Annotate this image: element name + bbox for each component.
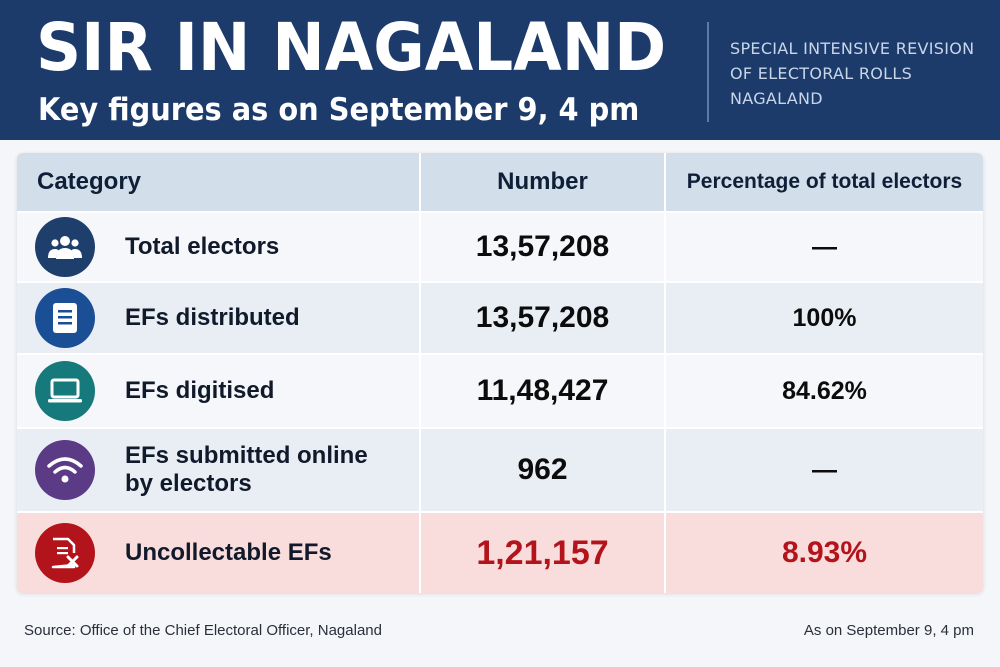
row-category-label: Total electors	[125, 233, 280, 260]
row-category-label: EFs submitted online by electors	[125, 442, 368, 497]
table-row-efs-distributed: EFs distributed 13,57,208 100%	[17, 281, 983, 353]
row-number-value: 1,21,157	[476, 533, 609, 572]
row-number-value: 13,57,208	[475, 230, 610, 263]
document-cross-icon	[35, 523, 95, 583]
row-number-value: 13,57,208	[475, 301, 610, 334]
row-percentage-value: —	[812, 455, 837, 484]
page-subtitle: Key figures as on September 9, 4 pm	[38, 92, 640, 128]
column-header-number: Number	[419, 153, 664, 211]
header-tagline: SPECIAL INTENSIVE REVISION OF ELECTORAL …	[730, 36, 990, 111]
figures-table: Category Number Percentage of total elec…	[17, 153, 983, 593]
row-percentage-value: 100%	[792, 303, 857, 332]
row-category-label: Uncollectable EFs	[125, 539, 332, 566]
tagline-line-2: OF ELECTORAL ROLLS	[730, 64, 913, 83]
tagline-line-3: NAGALAND	[730, 89, 823, 108]
document-icon	[35, 288, 95, 348]
header-banner: SIR IN NAGALAND Key figures as on Septem…	[0, 0, 1000, 140]
row-percentage-value: —	[812, 232, 837, 261]
column-header-category: Category	[37, 168, 142, 195]
table-row-efs-submitted-online: EFs submitted online by electors 962 —	[17, 427, 983, 511]
table-row-efs-digitised: EFs digitised 11,48,427 84.62%	[17, 353, 983, 427]
table-row-uncollectable-efs: Uncollectable EFs 1,21,157 8.93%	[17, 511, 983, 593]
source-note: Source: Office of the Chief Electoral Of…	[24, 622, 382, 639]
wifi-icon	[35, 440, 95, 500]
row-category-label: EFs distributed	[125, 304, 300, 331]
table-header-row: Category Number Percentage of total elec…	[17, 153, 983, 211]
row-percentage-value: 8.93%	[781, 536, 868, 569]
row-number-value: 11,48,427	[476, 374, 609, 407]
table-row-total-electors: Total electors 13,57,208 —	[17, 211, 983, 281]
row-percentage-value: 84.62%	[782, 376, 867, 405]
tagline-line-1: SPECIAL INTENSIVE REVISION	[730, 39, 975, 58]
page-title: SIR IN NAGALAND	[36, 9, 667, 86]
people-icon	[35, 217, 95, 277]
as-on-note: As on September 9, 4 pm	[803, 622, 974, 639]
row-number-value: 962	[517, 453, 568, 486]
column-header-percentage: Percentage of total electors	[664, 153, 983, 211]
laptop-icon	[35, 361, 95, 421]
row-category-label: EFs digitised	[125, 377, 275, 404]
header-divider	[707, 22, 709, 122]
